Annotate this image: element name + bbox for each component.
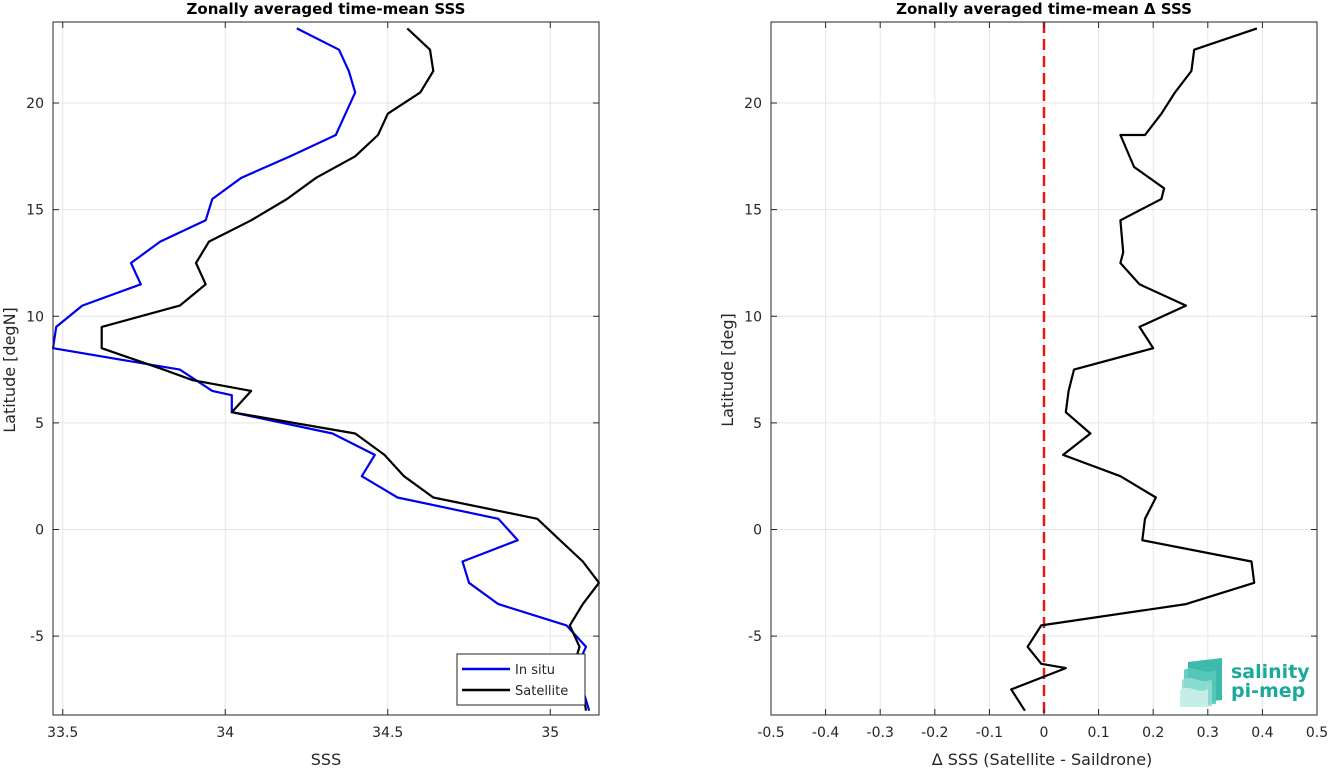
y-tick-label: 0 xyxy=(753,522,762,538)
x-tick-label: 35 xyxy=(541,725,559,741)
y-tick-label: 10 xyxy=(744,309,762,325)
y-tick-label: 15 xyxy=(744,203,762,219)
logo-text-salinity: salinity xyxy=(1231,661,1310,683)
y-tick-label: 20 xyxy=(744,96,762,112)
x-tick-label: 0.2 xyxy=(1142,725,1164,741)
series-lines xyxy=(51,27,601,712)
series-lines xyxy=(1010,27,1258,712)
y-tick-label: 10 xyxy=(26,309,44,325)
legend-label-in-situ: In situ xyxy=(515,663,555,678)
x-tick-label: -0.2 xyxy=(921,725,948,741)
y-tick-label: -5 xyxy=(748,629,762,645)
y-tick-label: 5 xyxy=(35,416,44,432)
x-tick-label: -0.4 xyxy=(812,725,839,741)
x-tick-label: 0.4 xyxy=(1251,725,1273,741)
y-tick-label: 15 xyxy=(26,203,44,219)
x-axis-label: Δ SSS (Satellite - Saildrone) xyxy=(932,750,1153,769)
legend-label-satellite: Satellite xyxy=(515,684,568,699)
chart-title: Zonally averaged time-mean SSS xyxy=(187,0,466,18)
x-tick-label: 0.3 xyxy=(1197,725,1219,741)
x-tick-label: 0.5 xyxy=(1306,725,1328,741)
y-axis-label: Latitude [deg] xyxy=(718,313,737,427)
logo-text-pi-mep: pi-mep xyxy=(1231,680,1305,702)
y-tick-label: 0 xyxy=(35,522,44,538)
legend-box xyxy=(456,653,586,706)
x-tick-label: 0.1 xyxy=(1087,725,1109,741)
legend: In situ Satellite xyxy=(456,653,586,706)
x-tick-label: 34 xyxy=(216,725,234,741)
y-tick-label: 20 xyxy=(26,96,44,112)
sss-profile-panel: 33.5 34 34.5 35 -5 0 5 10 15 20 Zonally averaged … xyxy=(0,0,601,769)
tick-marks: 33.5 34 34.5 35 -5 0 5 10 15 20 xyxy=(26,22,599,741)
series-line xyxy=(1010,27,1258,712)
y-axis-label: Latitude [degN] xyxy=(0,307,19,433)
tick-marks: -0.5 -0.4 -0.3 -0.2 -0.1 0 0.1 0.2 0.3 0.4 0.5 -5 0 5… xyxy=(744,22,1328,741)
chart-title: Zonally averaged time-mean Δ SSS xyxy=(896,0,1192,18)
delta-sss-profile-panel: -0.5 -0.4 -0.3 -0.2 -0.1 0 0.1 0.2 0.3 0.4 0.5 -5 0 5… xyxy=(718,0,1328,769)
x-tick-label: -0.5 xyxy=(757,725,784,741)
salinity-pi-mep-logo: salinity pi-mep xyxy=(1180,658,1310,707)
x-axis-label: SSS xyxy=(311,750,341,769)
y-tick-label: 5 xyxy=(753,416,762,432)
x-tick-label: 34.5 xyxy=(372,725,403,741)
series-line-satellite xyxy=(100,27,601,711)
x-tick-label: -0.1 xyxy=(976,725,1003,741)
x-tick-label: 0 xyxy=(1040,725,1049,741)
y-tick-label: -5 xyxy=(30,629,44,645)
axes-box xyxy=(52,21,600,716)
x-tick-label: -0.3 xyxy=(867,725,894,741)
plot-area xyxy=(53,22,599,715)
x-tick-label: 33.5 xyxy=(47,725,78,741)
logo-wave-icon xyxy=(1180,658,1222,707)
